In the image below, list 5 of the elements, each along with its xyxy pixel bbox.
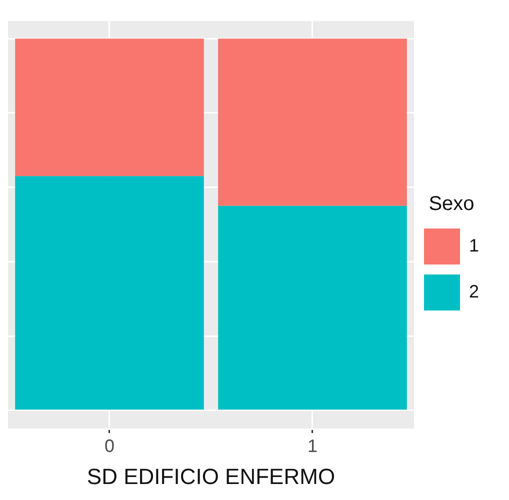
- legend-label: 2: [468, 281, 480, 302]
- legend-title: Sexo: [428, 193, 474, 216]
- x-tick-label: 0: [104, 436, 115, 456]
- x-axis-title: SD EDIFICIO ENFERMO: [86, 464, 336, 489]
- legend-label: 1: [468, 235, 480, 256]
